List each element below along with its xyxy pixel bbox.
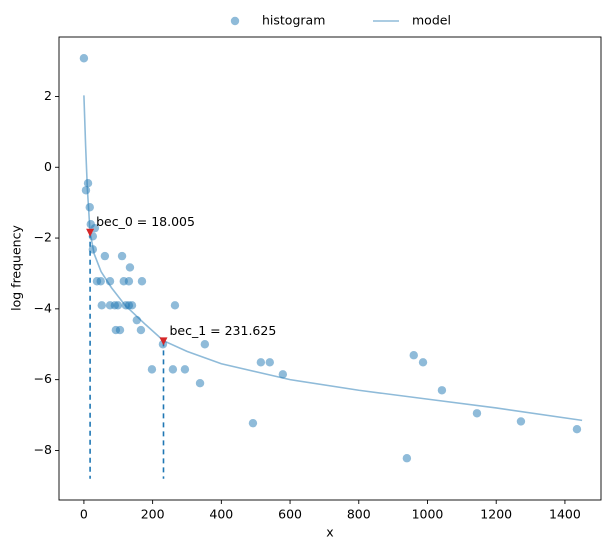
data-point — [117, 251, 127, 261]
y-axis-label: log frequency — [9, 225, 24, 311]
marker-label: bec_1 = 231.625 — [169, 323, 276, 338]
data-point — [516, 417, 526, 426]
data-point — [124, 277, 134, 286]
y-tick-label: −8 — [34, 442, 52, 457]
marker-label: bec_0 = 18.005 — [96, 214, 195, 229]
data-point — [437, 386, 447, 395]
data-point — [402, 454, 412, 463]
data-point — [409, 351, 418, 360]
marker — [86, 228, 95, 237]
data-point — [96, 277, 105, 286]
y-tick-label: −6 — [34, 371, 52, 386]
data-point — [79, 54, 89, 63]
marker — [159, 337, 168, 346]
data-point — [97, 301, 106, 310]
data-point — [137, 277, 147, 286]
legend-marker — [230, 16, 240, 26]
data-point — [81, 186, 91, 195]
y-tick-label: 2 — [44, 88, 52, 103]
x-tick-label: 1000 — [412, 507, 444, 522]
model-line — [83, 95, 583, 422]
data-point — [572, 425, 582, 434]
x-tick-label: 600 — [278, 507, 302, 522]
data-point — [136, 325, 146, 335]
y-tick-label: −4 — [34, 300, 52, 315]
data-point — [83, 178, 93, 188]
data-point — [278, 370, 288, 379]
y-tick-label: 0 — [44, 159, 52, 174]
data-point — [472, 409, 482, 418]
data-point — [168, 365, 178, 374]
x-tick-label: 1200 — [480, 507, 512, 522]
x-tick-label: 200 — [141, 507, 165, 522]
y-tick-label: −2 — [34, 230, 52, 245]
data-point — [195, 378, 205, 388]
data-point — [127, 301, 137, 310]
x-axis-label: x — [326, 525, 333, 540]
data-point — [265, 358, 274, 367]
data-point — [115, 325, 125, 335]
legend-label: model — [412, 13, 451, 28]
x-tick-label: 800 — [347, 507, 371, 522]
legend-label: histogram — [262, 13, 325, 28]
data-point — [147, 365, 157, 374]
x-tick-label: 400 — [209, 507, 233, 522]
data-point — [100, 251, 110, 261]
data-point — [180, 365, 190, 374]
x-tick-label: 1400 — [549, 507, 581, 522]
plot-frame — [58, 36, 602, 501]
data-point — [113, 301, 123, 310]
data-point — [170, 301, 180, 310]
data-point — [200, 340, 210, 349]
x-tick-label: 0 — [80, 507, 88, 522]
data-point — [85, 203, 94, 212]
data-point — [248, 418, 258, 428]
data-point — [256, 358, 266, 367]
data-point — [418, 358, 428, 367]
data-point — [125, 263, 135, 272]
